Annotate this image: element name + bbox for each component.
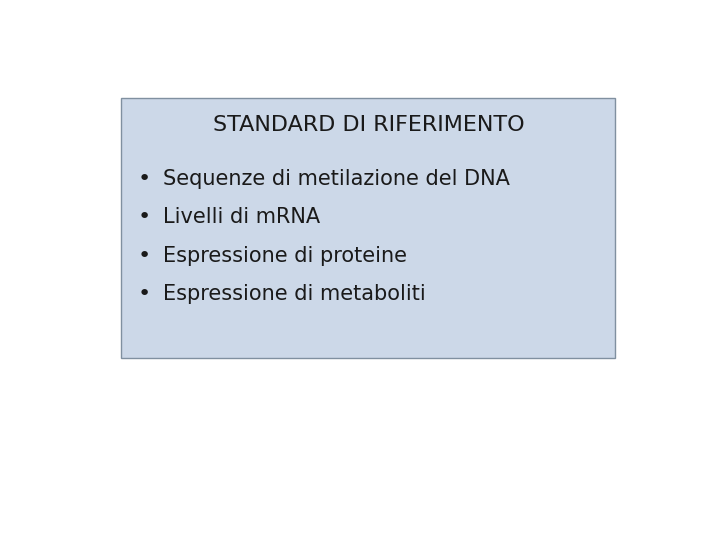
Text: •: • xyxy=(138,169,150,189)
Text: Espressione di metaboliti: Espressione di metaboliti xyxy=(163,284,426,304)
Text: Sequenze di metilazione del DNA: Sequenze di metilazione del DNA xyxy=(163,169,510,189)
Text: Livelli di mRNA: Livelli di mRNA xyxy=(163,207,320,227)
Text: STANDARD DI RIFERIMENTO: STANDARD DI RIFERIMENTO xyxy=(213,115,525,135)
Text: •: • xyxy=(138,207,150,227)
FancyBboxPatch shape xyxy=(121,98,615,358)
Text: Espressione di proteine: Espressione di proteine xyxy=(163,246,407,266)
Text: •: • xyxy=(138,284,150,304)
Text: •: • xyxy=(138,246,150,266)
